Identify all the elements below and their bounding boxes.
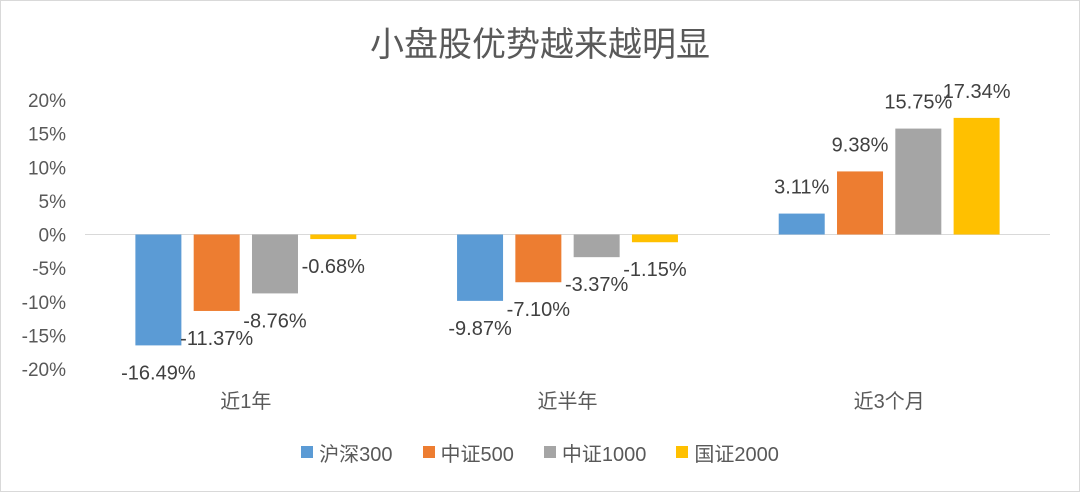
- bar: [895, 128, 942, 235]
- data-label: -0.68%: [302, 256, 366, 278]
- legend: 沪深300 中证500 中证1000 国证2000: [0, 438, 1080, 467]
- bar: [251, 234, 298, 294]
- y-tick-label: 20%: [28, 91, 66, 112]
- legend-label: 国证2000: [694, 443, 779, 466]
- y-tick-label: -10%: [22, 293, 66, 314]
- data-label: 3.11%: [774, 177, 829, 199]
- bar: [778, 213, 825, 235]
- y-tick-label: 5%: [39, 192, 67, 213]
- y-tick-label: -20%: [22, 360, 66, 381]
- bar: [515, 234, 562, 283]
- legend-label: 中证1000: [561, 443, 647, 466]
- legend-item: 沪深300: [301, 438, 393, 467]
- legend-item: 中证500: [422, 438, 514, 467]
- x-tick-label: 近3个月: [854, 390, 925, 413]
- data-label: -11.37%: [180, 328, 253, 350]
- bar: [837, 171, 884, 235]
- data-label: -9.87%: [448, 318, 512, 340]
- legend-swatch: [422, 446, 435, 458]
- data-label: -3.37%: [565, 274, 629, 296]
- legend-label: 沪深300: [319, 443, 393, 466]
- bar: [135, 234, 182, 346]
- bar: [631, 234, 678, 243]
- data-label: 9.38%: [832, 134, 889, 156]
- data-label: -8.76%: [243, 310, 307, 332]
- y-tick-label: -5%: [32, 259, 66, 280]
- x-tick-label: 近半年: [538, 390, 598, 413]
- y-tick-label: 15%: [28, 125, 66, 146]
- bar: [193, 234, 240, 311]
- bar: [953, 117, 1000, 235]
- legend-label: 中证500: [440, 443, 514, 466]
- bar: [573, 234, 620, 258]
- legend-item: 国证2000: [676, 438, 779, 467]
- y-tick-label: 10%: [28, 158, 66, 179]
- bar: [310, 234, 357, 240]
- data-label: -1.15%: [623, 259, 687, 281]
- data-label: 15.75%: [884, 92, 952, 114]
- legend-swatch: [543, 446, 556, 458]
- legend-item: 中证1000: [543, 438, 647, 467]
- data-label: -7.10%: [507, 299, 571, 321]
- chart-title: 小盘股优势越来越明显: [370, 26, 710, 64]
- bar: [457, 234, 504, 301]
- legend-swatch: [301, 446, 314, 458]
- y-tick-label: -15%: [22, 326, 66, 347]
- legend-swatch: [676, 446, 689, 458]
- data-label: -16.49%: [121, 362, 196, 384]
- y-tick-label: 0%: [39, 226, 67, 247]
- x-tick-label: 近1年: [220, 390, 271, 413]
- data-label: 17.34%: [943, 81, 1011, 103]
